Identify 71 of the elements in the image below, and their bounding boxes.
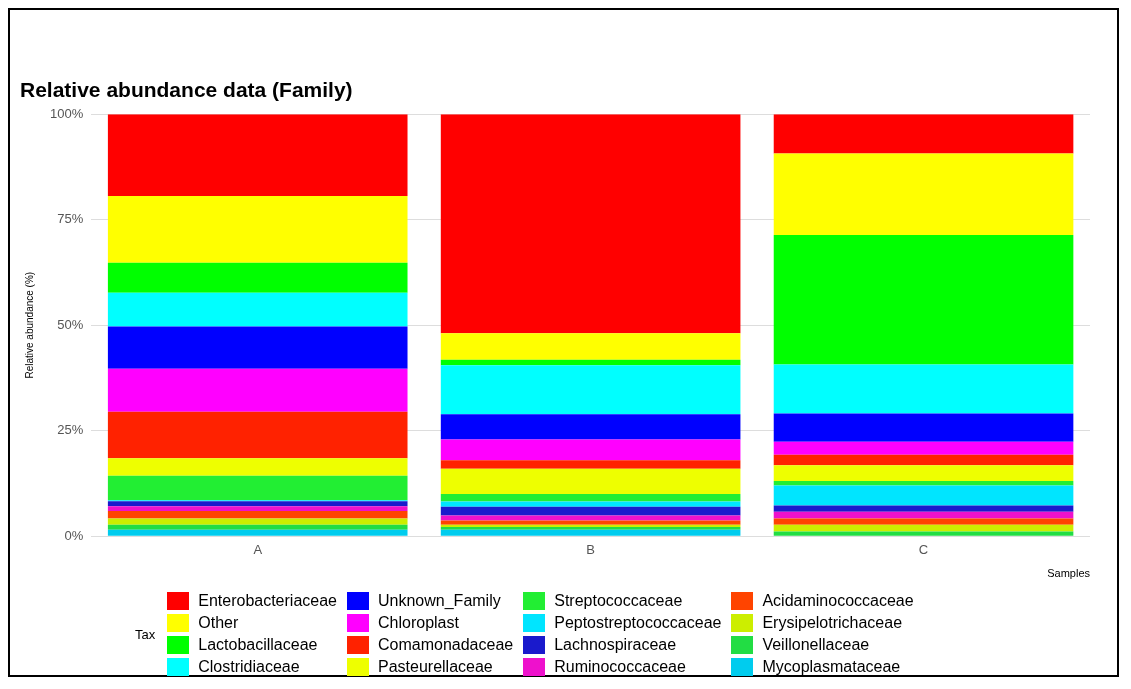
legend-label: Unknown_Family xyxy=(378,592,501,610)
bar xyxy=(107,529,408,536)
legend-label: Mycoplasmataceae xyxy=(762,658,901,676)
bar xyxy=(107,458,408,476)
bar xyxy=(440,365,741,415)
bar xyxy=(773,518,1074,525)
x-tick-label: C xyxy=(918,541,929,557)
bar xyxy=(773,234,1074,365)
bar xyxy=(440,114,741,334)
y-tick-label: 100% xyxy=(50,105,84,121)
bar xyxy=(440,515,741,521)
bar xyxy=(440,520,741,525)
bar xyxy=(773,485,1074,506)
bar xyxy=(107,292,408,327)
bar xyxy=(773,480,1074,486)
bar xyxy=(773,441,1074,455)
x-tick-label: B xyxy=(586,541,595,557)
bar xyxy=(440,359,741,366)
bar xyxy=(440,494,741,502)
chart-title: Relative abundance data (Family) xyxy=(20,78,353,102)
bar xyxy=(107,411,408,459)
bar xyxy=(440,439,741,461)
bar xyxy=(107,262,408,293)
bar xyxy=(440,460,741,469)
bar xyxy=(107,510,408,519)
bar xyxy=(773,465,1074,481)
bar xyxy=(773,114,1074,154)
bar xyxy=(773,413,1074,442)
bar xyxy=(773,505,1074,512)
bar xyxy=(440,468,741,494)
bar xyxy=(773,454,1074,466)
bar xyxy=(773,153,1074,235)
bar xyxy=(107,475,408,501)
bar xyxy=(773,531,1074,536)
x-tick-label: A xyxy=(253,541,263,557)
bar xyxy=(107,501,408,507)
legend-label: Veillonellaceae xyxy=(762,636,870,654)
legend-label: Enterobacteriaceae xyxy=(198,592,337,610)
y-tick-label: 50% xyxy=(57,316,84,332)
legend-label: Lachnospiraceae xyxy=(554,636,677,654)
legend-title: Tax xyxy=(135,626,156,642)
bar xyxy=(107,518,408,525)
legend-label: Ruminococcaceae xyxy=(554,658,686,676)
legend-label: Lactobacillaceae xyxy=(198,636,318,654)
bar xyxy=(107,506,408,511)
bar xyxy=(440,501,741,507)
x-axis-title: Samples xyxy=(1047,567,1091,580)
legend-label: Peptostreptococcaceae xyxy=(554,614,722,632)
legend-label: Clostridiaceae xyxy=(198,658,300,676)
y-tick-label: 25% xyxy=(57,422,84,438)
y-axis-title: Relative abundance (%) xyxy=(23,271,35,379)
legend-label: Erysipelotrichaceae xyxy=(762,614,903,632)
bar xyxy=(107,368,408,412)
y-tick-label: 0% xyxy=(64,527,84,543)
bar xyxy=(107,114,408,197)
legend-label: Acidaminococcaceae xyxy=(762,592,914,610)
bar xyxy=(773,364,1074,414)
legend-label: Streptococcaceae xyxy=(554,592,683,610)
legend-label: Chloroplast xyxy=(378,614,459,632)
y-tick-label: 75% xyxy=(57,211,84,227)
bar xyxy=(440,506,741,516)
bar xyxy=(107,196,408,263)
legend-label: Comamonadaceae xyxy=(378,636,514,654)
bar xyxy=(440,529,741,536)
bar xyxy=(773,524,1074,532)
legend-label: Pasteurellaceae xyxy=(378,658,493,676)
bar xyxy=(107,524,408,530)
legend-label: Other xyxy=(198,614,239,632)
bar xyxy=(107,326,408,369)
bar xyxy=(440,414,741,440)
bar xyxy=(440,333,741,360)
